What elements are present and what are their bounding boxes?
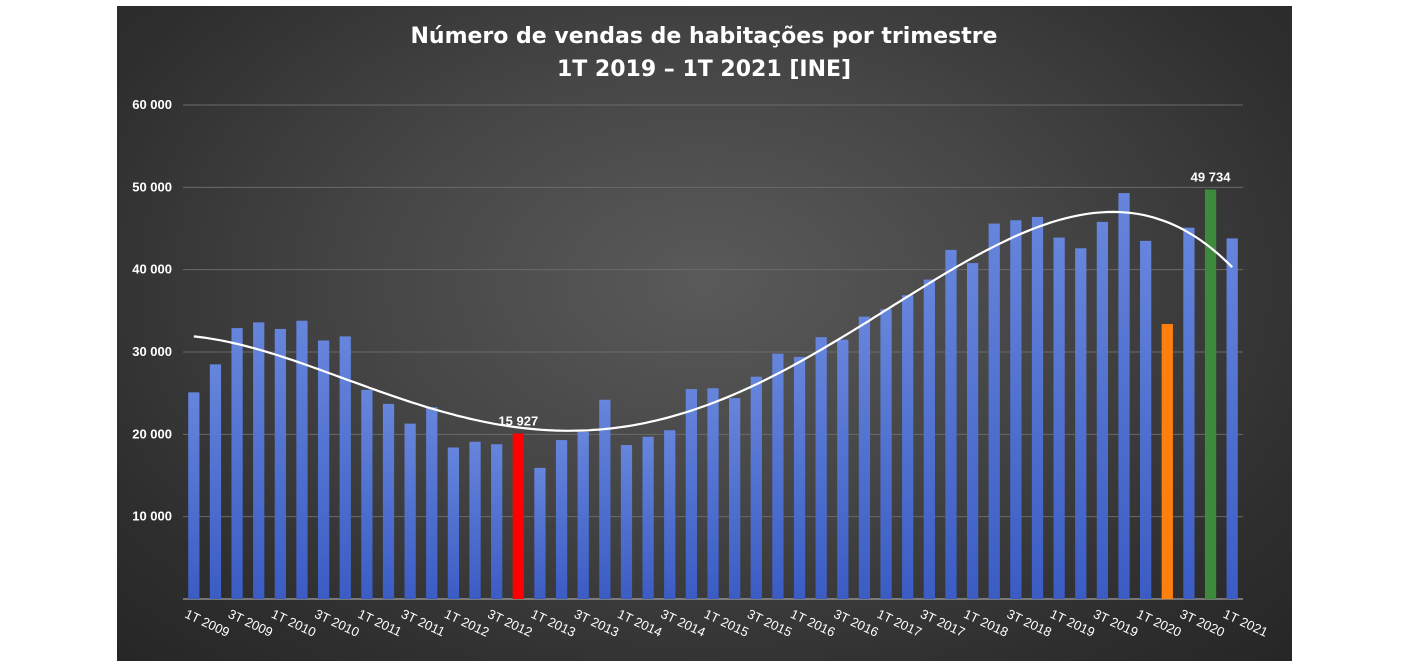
bar <box>534 467 546 599</box>
x-tick-label: 3T 2014 <box>658 606 707 640</box>
x-tick-label: 3T 2010 <box>312 606 361 640</box>
gridlines <box>183 104 1243 600</box>
bar <box>729 398 741 599</box>
bar <box>1118 193 1130 599</box>
y-tick-label: 40 000 <box>132 262 172 277</box>
bar <box>555 440 568 599</box>
bar <box>404 423 416 599</box>
x-tick-label: 1T 2020 <box>1134 606 1183 640</box>
bar <box>1075 248 1087 599</box>
bar <box>361 389 373 599</box>
x-tick-label: 1T 2019 <box>1048 606 1097 640</box>
bar <box>253 322 265 599</box>
bar <box>577 431 589 599</box>
bar <box>880 309 892 599</box>
bar <box>1161 324 1173 599</box>
x-tick-label: 3T 2012 <box>485 606 534 640</box>
bar <box>837 339 849 599</box>
y-tick-label: 60 000 <box>132 97 172 112</box>
bar <box>447 447 460 599</box>
x-tick-label: 1T 2015 <box>702 606 751 640</box>
x-tick-label: 1T 2016 <box>788 606 837 640</box>
x-tick-label: 3T 2013 <box>572 606 621 640</box>
x-tick-label: 3T 2011 <box>399 606 447 639</box>
bar <box>469 441 481 599</box>
x-tick-label: 1T 2012 <box>442 606 491 640</box>
data-label: 15 927 <box>498 414 538 429</box>
x-tick-label: 1T 2021 <box>1221 606 1270 640</box>
x-tick-label: 1T 2009 <box>183 606 232 640</box>
bar <box>1140 240 1152 599</box>
bar <box>1010 220 1022 599</box>
bar <box>815 337 827 599</box>
bar-chart: Número de vendas de habitações por trime… <box>132 24 1271 640</box>
bar <box>491 444 503 599</box>
bar <box>642 436 654 599</box>
bar <box>209 364 222 599</box>
chart-title: Número de vendas de habitações por trime… <box>411 24 998 49</box>
x-tick-label: 1T 2010 <box>269 606 318 640</box>
y-tick-label: 30 000 <box>132 344 172 359</box>
bar <box>274 328 286 599</box>
bar <box>426 407 438 599</box>
bar <box>707 388 719 599</box>
x-tick-label: 3T 2015 <box>745 606 794 640</box>
bar <box>1204 189 1217 599</box>
trendline-path <box>193 210 1233 432</box>
bar <box>296 320 308 599</box>
y-tick-label: 50 000 <box>132 179 172 194</box>
bar <box>793 356 806 599</box>
bar <box>1226 238 1238 599</box>
x-tick-label: 1T 2011 <box>356 606 404 639</box>
bar <box>512 433 524 599</box>
bar <box>231 328 243 599</box>
bar <box>945 249 957 599</box>
chart-area: Número de vendas de habitações por trime… <box>117 6 1292 661</box>
bar <box>664 430 676 599</box>
bar <box>988 223 1000 599</box>
bar <box>685 389 697 599</box>
bar <box>382 403 395 599</box>
x-tick-label: 3T 2019 <box>1091 606 1140 640</box>
x-tick-label: 1T 2014 <box>615 606 664 640</box>
x-tick-label: 3T 2017 <box>918 606 967 640</box>
bar <box>317 340 330 599</box>
bar <box>339 336 351 599</box>
x-tick-label: 1T 2018 <box>961 606 1010 640</box>
x-tick-label: 1T 2013 <box>529 606 578 640</box>
bar <box>1031 216 1044 599</box>
bar <box>966 263 979 599</box>
bar <box>1096 221 1109 599</box>
bar <box>750 376 762 599</box>
bar <box>858 316 871 599</box>
bar <box>772 353 784 599</box>
y-tick-label: 10 000 <box>132 509 172 524</box>
bar <box>620 445 633 599</box>
trendline <box>193 210 1233 432</box>
y-axis-ticks: 10 000 20 000 30 000 40 000 50 000 60 000 <box>132 97 172 524</box>
bar <box>1183 227 1195 599</box>
x-tick-label: 1T 2017 <box>875 606 924 640</box>
bar <box>923 279 935 599</box>
bars <box>188 189 1238 599</box>
bar <box>902 295 914 599</box>
y-tick-label: 20 000 <box>132 426 172 441</box>
x-tick-label: 3T 2020 <box>1178 606 1227 640</box>
x-tick-label: 3T 2016 <box>832 606 881 640</box>
bar <box>599 399 611 599</box>
bar <box>188 392 200 599</box>
bar <box>1053 237 1065 599</box>
chart-subtitle: 1T 2019 – 1T 2021 [INE] <box>557 57 851 82</box>
x-tick-label: 3T 2009 <box>226 606 275 640</box>
data-label: 49 734 <box>1191 170 1232 185</box>
x-tick-label: 3T 2018 <box>1005 606 1054 640</box>
data-labels: 15 927 49 734 <box>498 170 1231 429</box>
